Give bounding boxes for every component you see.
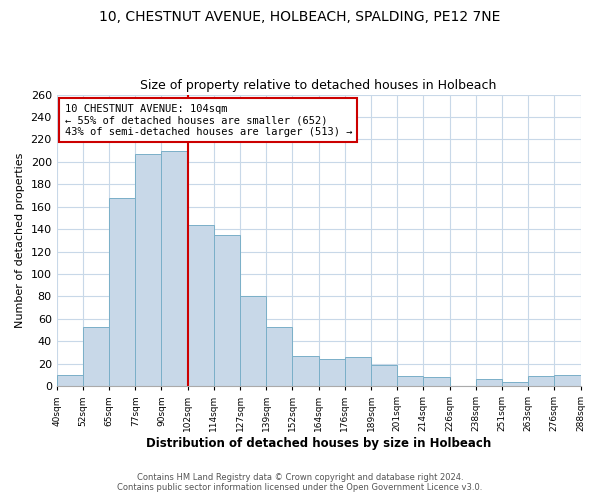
Text: 10 CHESTNUT AVENUE: 104sqm
← 55% of detached houses are smaller (652)
43% of sem: 10 CHESTNUT AVENUE: 104sqm ← 55% of deta…: [65, 104, 352, 136]
Bar: [528, 376, 554, 386]
Bar: [554, 375, 581, 386]
Bar: [476, 380, 502, 386]
Bar: [502, 382, 528, 386]
Bar: [135, 154, 161, 386]
Bar: [424, 377, 449, 386]
Bar: [83, 326, 109, 386]
Bar: [240, 296, 266, 386]
Bar: [161, 150, 188, 386]
Bar: [109, 198, 135, 386]
X-axis label: Distribution of detached houses by size in Holbeach: Distribution of detached houses by size …: [146, 437, 491, 450]
Bar: [319, 359, 345, 386]
Text: 10, CHESTNUT AVENUE, HOLBEACH, SPALDING, PE12 7NE: 10, CHESTNUT AVENUE, HOLBEACH, SPALDING,…: [100, 10, 500, 24]
Bar: [266, 326, 292, 386]
Text: Contains HM Land Registry data © Crown copyright and database right 2024.
Contai: Contains HM Land Registry data © Crown c…: [118, 473, 482, 492]
Bar: [371, 364, 397, 386]
Y-axis label: Number of detached properties: Number of detached properties: [15, 152, 25, 328]
Bar: [214, 234, 240, 386]
Bar: [292, 356, 319, 386]
Bar: [397, 376, 424, 386]
Title: Size of property relative to detached houses in Holbeach: Size of property relative to detached ho…: [140, 79, 497, 92]
Bar: [188, 224, 214, 386]
Bar: [345, 357, 371, 386]
Bar: [56, 375, 83, 386]
